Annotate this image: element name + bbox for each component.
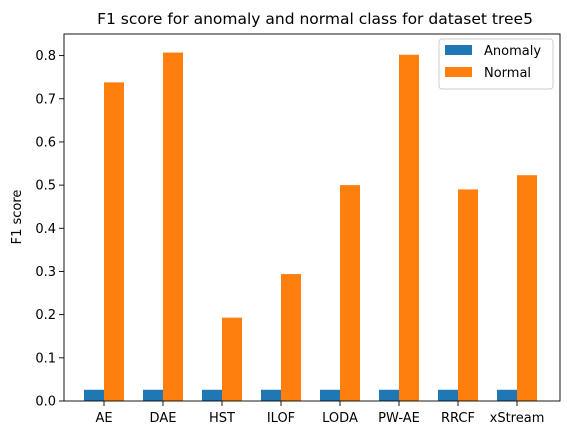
bar-anomaly-dae [143,389,163,401]
y-tick-label: 0.1 [35,351,56,366]
legend-swatch-anomaly [445,45,472,55]
y-tick-label: 0.3 [35,265,56,280]
bar-anomaly-rrcf [438,389,458,401]
bar-normal-ilof [281,274,301,401]
bar-normal-xstream [517,175,537,401]
x-tick-label: RRCF [441,411,475,426]
bar-normal-hst [222,317,242,401]
x-ticks: AE DAE HST ILOF LODA PW-AE RRCF xStream [95,401,544,426]
bar-anomaly-hst [202,389,222,401]
bar-normal-pw-ae [399,54,419,402]
x-tick-label: LODA [322,411,358,426]
bar-anomaly-ilof [261,389,281,401]
y-ticks: 0.0 0.1 0.2 0.3 0.4 0.5 0.6 0.7 0.8 [35,49,64,410]
y-tick-label: 0.2 [35,308,56,323]
bar-anomaly-xstream [497,389,517,401]
legend-label-normal: Normal [484,66,531,81]
x-tick-label: PW-AE [378,411,420,426]
x-tick-label: xStream [490,411,545,426]
plot-frame [63,33,561,402]
y-tick-label: 0.7 [35,92,56,107]
bar-anomaly-ae [84,389,104,401]
bar-normal-rrcf [458,189,478,401]
y-tick-label: 0.8 [35,49,56,64]
bar-anomaly-pw-ae [379,389,399,401]
y-tick-label: 0.6 [35,135,56,150]
legend: Anomaly Normal [438,38,554,90]
y-tick-label: 0.4 [35,222,56,237]
bar-normal-dae [163,52,183,401]
x-tick-label: ILOF [267,411,295,426]
x-tick-label: HST [209,411,235,426]
bars-group [84,52,537,402]
x-tick-label: AE [95,411,112,426]
y-tick-label: 0.0 [35,395,56,410]
bar-normal-ae [104,82,124,401]
y-axis-label: F1 score [10,190,25,245]
legend-swatch-normal [445,67,472,77]
y-tick-label: 0.5 [35,179,56,194]
legend-label-anomaly: Anomaly [484,44,541,59]
bar-anomaly-loda [320,389,340,401]
bar-normal-loda [340,185,360,401]
x-tick-label: DAE [150,411,177,426]
chart-title: F1 score for anomaly and normal class fo… [97,10,533,28]
